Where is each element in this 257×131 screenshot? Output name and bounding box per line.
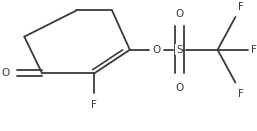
Text: F: F (251, 45, 257, 55)
Text: S: S (176, 45, 183, 55)
Text: F: F (237, 89, 243, 99)
Text: O: O (152, 45, 161, 55)
Text: F: F (237, 2, 243, 12)
Text: O: O (175, 9, 183, 19)
Text: O: O (1, 68, 9, 78)
Text: F: F (91, 100, 97, 110)
Text: O: O (175, 83, 183, 93)
